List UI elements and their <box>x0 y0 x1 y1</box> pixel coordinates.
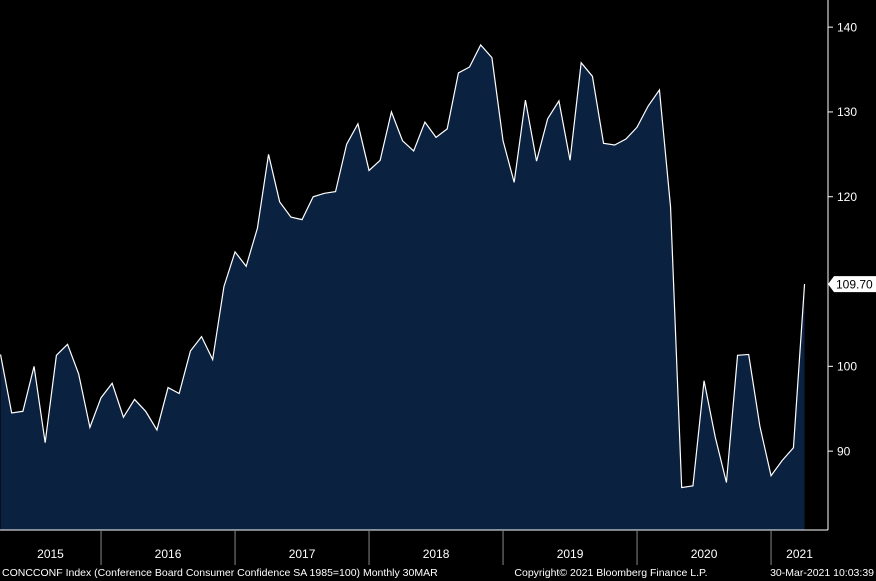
area <box>0 44 805 530</box>
x-tick-label: 2016 <box>155 547 182 561</box>
footer-left: CONCCONF Index (Conference Board Consume… <box>2 567 438 579</box>
line <box>0 43 806 489</box>
x-tick-label: 2019 <box>557 547 584 561</box>
x-tick-label: 2020 <box>691 547 718 561</box>
x-tick-label: 2018 <box>423 547 450 561</box>
last-value-label: 109.70 <box>836 277 873 291</box>
last-value-tag <box>828 276 876 293</box>
y-tick-label: 100 <box>837 360 857 374</box>
y-tick-label: 120 <box>837 190 857 204</box>
footer-center: Copyright© 2021 Bloomberg Finance L.P. <box>514 567 707 579</box>
y-tick-label: 140 <box>837 20 857 34</box>
x-tick-label: 2015 <box>37 547 64 561</box>
footer-right: 30-Mar-2021 10:03:39 <box>770 567 874 579</box>
y-tick-label: 130 <box>837 105 857 119</box>
x-tick-label: 2017 <box>289 547 316 561</box>
x-tick-label: 2021 <box>786 547 813 561</box>
y-tick-label: 90 <box>837 444 851 458</box>
